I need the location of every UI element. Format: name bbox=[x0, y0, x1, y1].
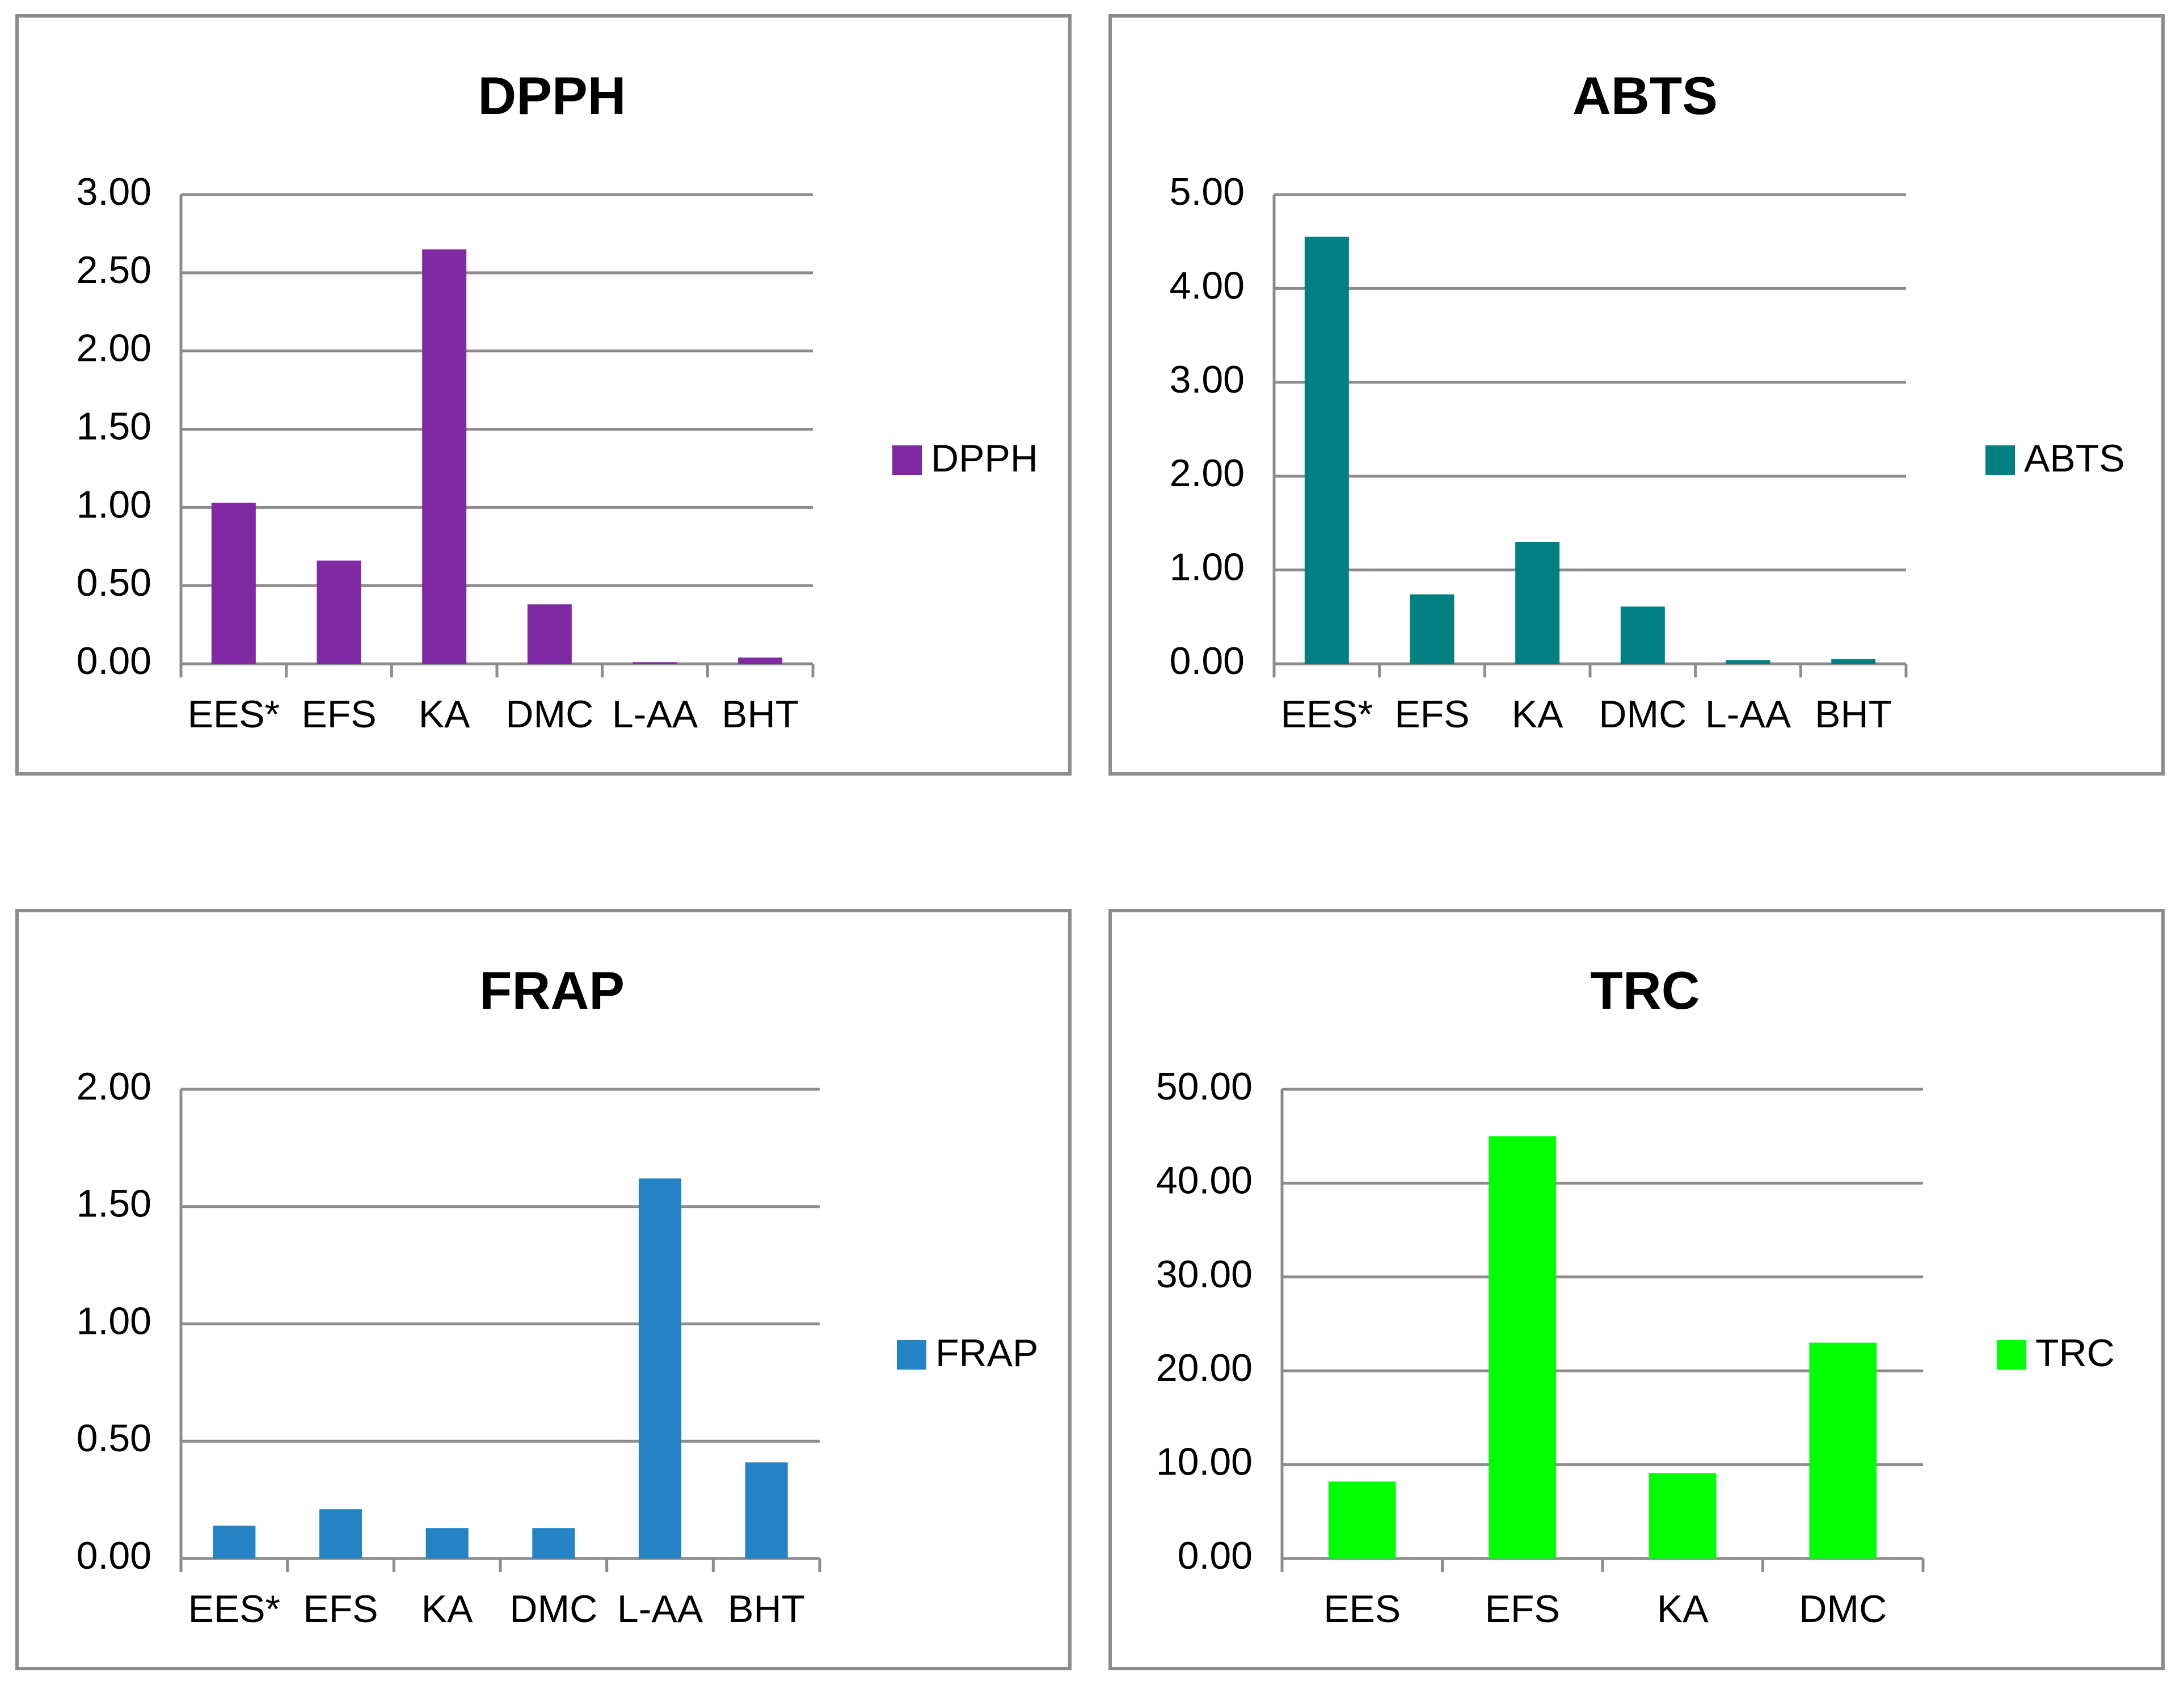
y-tick-label-trc-4: 40.00 bbox=[1156, 1159, 1253, 1202]
y-tick-label-trc-3: 30.00 bbox=[1156, 1253, 1253, 1296]
chart-title-frap: FRAP bbox=[479, 961, 625, 1020]
x-tick-label-abts-4: L-AA bbox=[1705, 693, 1791, 736]
bar-abts-5 bbox=[1831, 659, 1876, 664]
x-tick-label-trc-2: KA bbox=[1657, 1587, 1709, 1631]
x-tick-label-dpph-1: EFS bbox=[301, 693, 376, 736]
bar-abts-1 bbox=[1410, 594, 1454, 664]
bar-abts-4 bbox=[1726, 660, 1770, 664]
x-tick-label-frap-1: EFS bbox=[303, 1587, 378, 1631]
legend-label-dpph: DPPH bbox=[931, 437, 1038, 480]
legend-label-trc: TRC bbox=[2035, 1332, 2115, 1375]
x-tick-label-trc-3: DMC bbox=[1799, 1587, 1887, 1631]
y-tick-label-frap-4: 2.00 bbox=[77, 1065, 151, 1108]
y-tick-label-frap-0: 0.00 bbox=[77, 1534, 151, 1577]
y-tick-label-dpph-5: 2.50 bbox=[77, 248, 151, 292]
chart-panel-dpph: DPPH 0.00 0.50 1.00 1.50 2.00 2.50 3.00 EES* EFS K… bbox=[15, 14, 1072, 776]
chart-title-trc: TRC bbox=[1590, 961, 1700, 1020]
chart-svg-abts: ABTS 0.00 1.00 2.00 3.00 4.00 5.00 EES* EFS KA DMC… bbox=[1170, 66, 2125, 736]
legend-label-frap: FRAP bbox=[935, 1332, 1038, 1375]
x-tick-label-dpph-5: BHT bbox=[722, 693, 799, 736]
chart-title-abts: ABTS bbox=[1572, 66, 1718, 125]
y-tick-label-abts-3: 3.00 bbox=[1170, 358, 1245, 401]
y-tick-label-dpph-0: 0.00 bbox=[77, 639, 151, 683]
chart-title-dpph: DPPH bbox=[478, 66, 626, 125]
bar-dpph-3 bbox=[527, 604, 572, 664]
bar-dpph-5 bbox=[738, 657, 783, 664]
x-tick-label-abts-5: BHT bbox=[1815, 693, 1892, 736]
y-tick-label-trc-0: 0.00 bbox=[1178, 1534, 1253, 1577]
y-tick-label-trc-2: 20.00 bbox=[1156, 1346, 1253, 1389]
chart-svg-frap: FRAP 0.00 0.50 1.00 1.50 2.00 EES* EFS KA DMC L-AA… bbox=[77, 961, 1039, 1631]
y-tick-label-dpph-4: 2.00 bbox=[77, 327, 151, 370]
bar-trc-3 bbox=[1809, 1342, 1877, 1559]
x-tick-label-frap-3: DMC bbox=[509, 1587, 597, 1631]
y-tick-label-abts-5: 5.00 bbox=[1170, 170, 1245, 213]
y-tick-label-abts-2: 2.00 bbox=[1170, 452, 1245, 495]
x-tick-label-dpph-3: DMC bbox=[505, 693, 593, 736]
x-tick-label-abts-2: KA bbox=[1512, 693, 1563, 736]
y-tick-label-dpph-6: 3.00 bbox=[77, 170, 151, 213]
bar-trc-2 bbox=[1648, 1473, 1717, 1559]
y-tick-label-dpph-2: 1.00 bbox=[77, 483, 151, 526]
y-tick-label-frap-2: 1.00 bbox=[77, 1299, 151, 1342]
bar-frap-0 bbox=[213, 1526, 256, 1559]
bar-frap-3 bbox=[532, 1528, 575, 1559]
legend-swatch-abts bbox=[1985, 445, 2015, 475]
x-tick-label-trc-0: EES bbox=[1323, 1587, 1401, 1631]
bar-frap-1 bbox=[319, 1509, 362, 1559]
x-tick-label-frap-0: EES* bbox=[188, 1587, 281, 1631]
y-tick-label-frap-3: 1.50 bbox=[77, 1182, 151, 1225]
chart-panel-trc: TRC 0.00 10.00 20.00 30.00 40.00 50.00 EES EFS KA… bbox=[1108, 909, 2165, 1670]
x-tick-label-dpph-0: EES* bbox=[188, 693, 280, 736]
chart-svg-trc: TRC 0.00 10.00 20.00 30.00 40.00 50.00 EES EFS KA… bbox=[1156, 961, 2115, 1631]
bar-dpph-1 bbox=[317, 561, 361, 664]
bar-dpph-4 bbox=[633, 662, 677, 664]
chart-panel-abts: ABTS 0.00 1.00 2.00 3.00 4.00 5.00 EES* EFS KA DMC… bbox=[1108, 14, 2165, 776]
legend-swatch-trc bbox=[1997, 1340, 2026, 1370]
chart-panel-frap: FRAP 0.00 0.50 1.00 1.50 2.00 EES* EFS KA DMC L-AA… bbox=[15, 909, 1072, 1670]
bar-abts-3 bbox=[1620, 606, 1665, 664]
x-tick-label-trc-1: EFS bbox=[1485, 1587, 1560, 1631]
y-tick-label-trc-5: 50.00 bbox=[1156, 1065, 1253, 1108]
x-tick-label-frap-4: L-AA bbox=[617, 1587, 703, 1631]
legend-swatch-dpph bbox=[892, 445, 922, 475]
y-tick-label-frap-1: 0.50 bbox=[77, 1417, 151, 1460]
x-tick-label-dpph-4: L-AA bbox=[612, 693, 698, 736]
bar-abts-0 bbox=[1304, 237, 1349, 664]
bar-trc-0 bbox=[1328, 1481, 1396, 1559]
bar-frap-4 bbox=[638, 1178, 682, 1559]
y-tick-label-abts-4: 4.00 bbox=[1170, 264, 1245, 307]
bar-abts-2 bbox=[1515, 541, 1560, 664]
x-tick-label-abts-3: DMC bbox=[1599, 693, 1687, 736]
y-tick-label-trc-1: 10.00 bbox=[1156, 1441, 1253, 1484]
x-tick-label-frap-2: KA bbox=[421, 1587, 473, 1631]
legend-label-abts: ABTS bbox=[2024, 437, 2125, 480]
x-tick-label-abts-0: EES* bbox=[1281, 693, 1373, 736]
y-tick-label-dpph-3: 1.50 bbox=[77, 405, 151, 448]
chart-svg-dpph: DPPH 0.00 0.50 1.00 1.50 2.00 2.50 3.00 EES* EFS K… bbox=[77, 66, 1038, 736]
y-tick-label-abts-0: 0.00 bbox=[1170, 639, 1245, 683]
bar-frap-2 bbox=[425, 1528, 469, 1559]
bar-dpph-0 bbox=[211, 503, 256, 664]
x-tick-label-frap-5: BHT bbox=[728, 1587, 805, 1631]
bar-frap-5 bbox=[745, 1462, 788, 1559]
y-tick-label-abts-1: 1.00 bbox=[1170, 546, 1245, 589]
legend-swatch-frap bbox=[897, 1340, 926, 1370]
y-tick-label-dpph-1: 0.50 bbox=[77, 561, 151, 604]
bar-dpph-2 bbox=[422, 249, 467, 664]
x-tick-label-dpph-2: KA bbox=[419, 693, 470, 736]
bar-trc-1 bbox=[1489, 1136, 1557, 1559]
x-tick-label-abts-1: EFS bbox=[1394, 693, 1469, 736]
